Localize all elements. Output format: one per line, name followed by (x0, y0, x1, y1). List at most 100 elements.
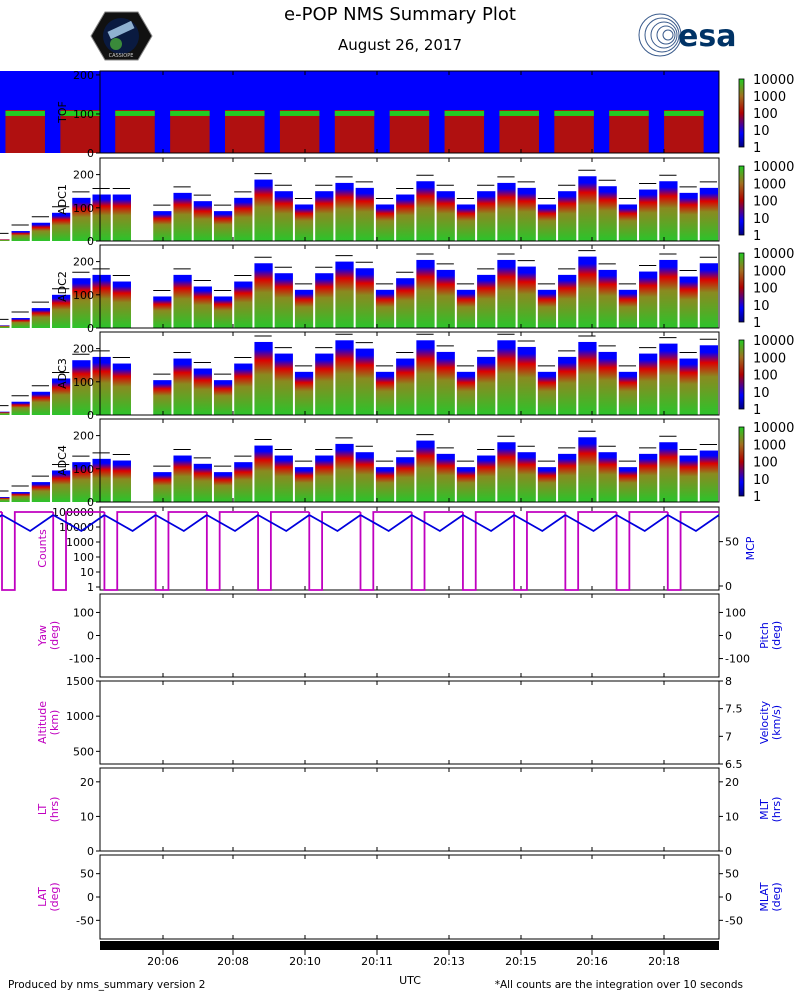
adc-column (153, 211, 172, 241)
adc-column (497, 182, 516, 241)
tof-column (389, 110, 430, 153)
adc-column (598, 452, 617, 502)
yaw-pitch-y-tick-label-right: -100 (725, 653, 750, 666)
adc-column (537, 467, 557, 502)
mcp-cycle (411, 514, 464, 533)
yaw-pitch-panel-frame (99, 593, 720, 678)
adc-column (618, 289, 638, 328)
tof-column (5, 110, 45, 153)
lat-mlat-y-tick-label-right: -50 (725, 914, 743, 927)
adc-column (0, 325, 10, 328)
adc-ylabel-line: ADC4 (56, 445, 69, 476)
adc-panel-frame (99, 157, 720, 242)
adc-colorbar-tick: 10000 (753, 334, 794, 349)
adc-column (335, 182, 354, 241)
mcp-cycle (667, 514, 720, 533)
adc-column (456, 289, 476, 328)
adc-y-tick-label: 100 (73, 202, 94, 215)
altitude-velocity-y-tick-label: 1000 (66, 710, 94, 723)
adc-column (679, 192, 698, 241)
adc-column (659, 343, 678, 415)
yaw-pitch-ylabel-right-line: Pitch (758, 622, 771, 649)
tof-peak-line (499, 110, 539, 116)
counts-cycle (308, 511, 361, 591)
adc-colorbar-tick: 1 (753, 229, 761, 244)
adc-column (52, 212, 71, 241)
counts-ylabel-line: Counts (36, 529, 49, 568)
adc-column (31, 482, 51, 502)
adc-column (477, 455, 496, 502)
adc-column (234, 363, 253, 415)
adc-y-tick-label: 100 (73, 289, 94, 302)
adc-column (416, 340, 435, 415)
utc-tick-label: 20:11 (361, 955, 393, 968)
counts-cycle (513, 511, 566, 591)
adc-colorbar-tick: 10000 (753, 247, 794, 262)
adc-column (0, 239, 10, 241)
svg-text:CASSIOPE: CASSIOPE (109, 53, 134, 59)
tof-y-tick-label: 0 (87, 147, 94, 160)
adc-colorbar-tick: 10 (753, 299, 770, 314)
adc-column (294, 467, 314, 502)
utc-tick-label: 20:13 (433, 955, 465, 968)
adc-column (456, 204, 476, 241)
altitude-velocity-y-tick-label-right: 7.5 (725, 703, 743, 716)
tof-peak-line (609, 110, 649, 116)
adc-column (153, 380, 172, 415)
adc-column (52, 378, 71, 415)
tof-peak-line (554, 110, 594, 116)
utc-tick-label: 20:06 (147, 955, 179, 968)
adc-y-tick-label: 100 (73, 376, 94, 389)
adc-column (699, 450, 718, 502)
adc-colorbar-tick: 1000 (753, 264, 786, 279)
adc-column (355, 268, 374, 328)
yaw-pitch-y-tick-label: 0 (87, 630, 94, 643)
tof-peak-line (444, 110, 485, 116)
adc-column (193, 368, 212, 415)
mcp-ylabel-line: MCP (744, 536, 757, 560)
tof-y-tick-label: 100 (73, 108, 94, 121)
adc-column (375, 467, 395, 502)
lt-mlt-y-tick-label: 0 (87, 845, 94, 858)
adc-column (436, 453, 455, 502)
adc-colorbar-tick: 100 (753, 282, 778, 297)
adc-column (578, 341, 597, 415)
adc-column (112, 460, 131, 502)
tof-peak-line (225, 110, 265, 116)
mcp-y-tick-label: 0 (725, 580, 732, 593)
mission-patch-logo: CASSIOPE (90, 11, 153, 61)
adc-column (72, 360, 91, 415)
adc-column (173, 192, 192, 241)
adc-column (31, 308, 51, 328)
lat-mlat-ylabel-left-line: LAT (36, 887, 49, 907)
tof-ylabel-line: TOF (56, 101, 69, 124)
adc-y-tick-label: 0 (87, 409, 94, 422)
counts-cycle (410, 511, 463, 591)
adc-column (497, 442, 516, 502)
altitude-velocity-ylabel-right: Velocity (km/s) (758, 700, 783, 744)
altitude-velocity-ylabel-left-line: Altitude (36, 701, 49, 744)
mcp-cycle (206, 514, 259, 533)
counts-cycle (257, 511, 310, 591)
lat-mlat-y-tick-label-right: 0 (725, 891, 732, 904)
adc-column (537, 204, 557, 241)
adc-column (173, 274, 192, 328)
adc-column (416, 181, 435, 241)
mcp-cycle (52, 514, 105, 533)
adc-column (679, 455, 698, 502)
tof-column (60, 110, 100, 153)
adc-panel-frame (99, 418, 720, 503)
yaw-pitch-y-tick-label: 100 (73, 606, 94, 619)
adc-colorbar (738, 339, 745, 410)
tof-peak-line (115, 110, 155, 116)
adc-column (679, 358, 698, 415)
adc-y-tick-label: 200 (73, 430, 94, 443)
adc-column (254, 445, 273, 502)
adc-column (537, 371, 557, 415)
tof-column (499, 110, 539, 153)
tof-peak-line (664, 110, 704, 116)
mcp-cycle (1, 514, 54, 533)
counts-cycle (103, 511, 156, 591)
counts-cycle (154, 511, 207, 591)
altitude-velocity-ylabel-left-line: (km) (48, 710, 61, 736)
